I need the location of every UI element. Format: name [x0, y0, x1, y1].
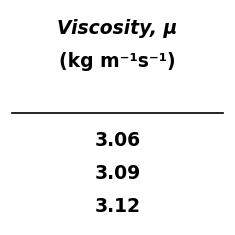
Text: Viscosity, μ: Viscosity, μ [57, 19, 178, 38]
Text: 3.06: 3.06 [94, 132, 141, 150]
Text: 3.12: 3.12 [94, 197, 141, 216]
Text: (kg m⁻¹s⁻¹): (kg m⁻¹s⁻¹) [59, 52, 176, 70]
Text: 3.09: 3.09 [94, 164, 141, 183]
